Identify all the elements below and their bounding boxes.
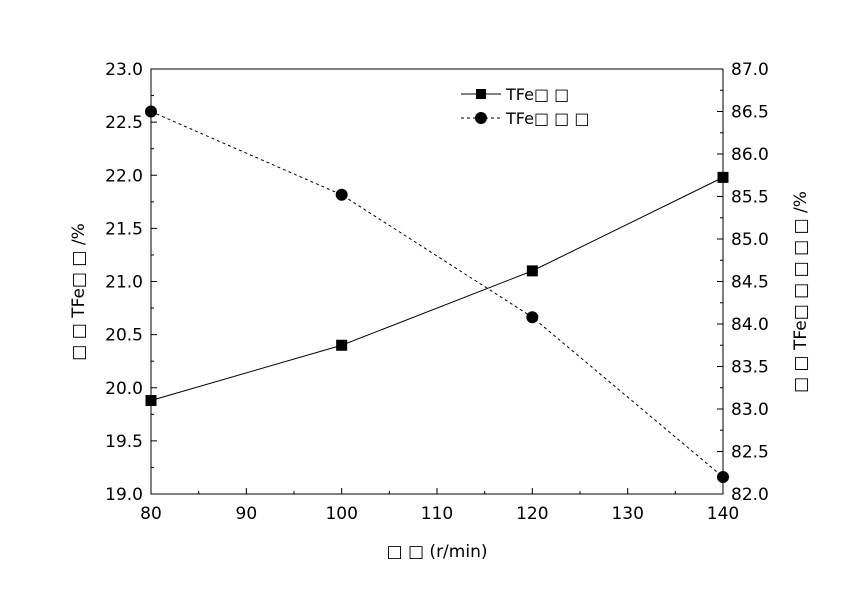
series-line-1 <box>150 176 724 401</box>
left-y-tick-label: 21.5 <box>105 219 143 239</box>
right-y-tick-label: 86.0 <box>731 145 769 165</box>
right-y-tick-label: 83.5 <box>731 358 769 378</box>
right-y-tick-label: 84.5 <box>731 273 769 293</box>
left-y-tick-label: 22.0 <box>105 166 143 186</box>
right-y-tick-label: 85.5 <box>731 188 769 208</box>
right-y-tick-label: 85.0 <box>731 230 769 250</box>
left-y-tick-label: 20.5 <box>105 326 143 346</box>
data-point-circle <box>335 188 348 201</box>
right-axis-title: □ □ TFe□ □ □ □ □ /% <box>791 191 811 393</box>
data-point-square <box>145 395 157 406</box>
ticks-layer: 80 90 100 110 120 130 140 19.0 19.5 20.0 20.5 21.0 2… <box>105 60 769 524</box>
x-tick-label: 110 <box>421 504 453 524</box>
x-axis-title: □ □ (r/min) <box>387 542 488 562</box>
plot-frame <box>150 68 724 495</box>
x-tick-label: 130 <box>611 504 643 524</box>
x-tick-label: 120 <box>516 504 548 524</box>
x-tick-label: 90 <box>236 504 258 524</box>
data-point-square <box>526 265 538 277</box>
x-tick-label: 140 <box>707 504 739 524</box>
right-y-tick-label: 86.5 <box>731 103 769 123</box>
left-y-tick-label: 22.5 <box>105 113 143 133</box>
series-line-2 <box>150 111 724 478</box>
right-y-tick-label: 82.5 <box>731 443 769 463</box>
data-point-square <box>717 171 729 183</box>
legend-label-series-2: TFe□ □ □ <box>505 109 589 128</box>
legend-label-series-1: TFe□ □ <box>505 85 569 104</box>
left-axis-title: □ □ TFe□ □ /% <box>69 223 89 360</box>
legend-marker-circle <box>475 112 487 124</box>
data-point-square <box>336 339 348 351</box>
right-y-tick-label: 87.0 <box>731 60 769 80</box>
left-y-tick-label: 23.0 <box>105 60 143 80</box>
left-y-tick-label: 21.0 <box>105 273 143 293</box>
legend: TFe□ □ TFe□ □ □ <box>461 85 589 128</box>
data-point-circle <box>526 311 539 324</box>
left-y-tick-label: 19.5 <box>105 432 143 452</box>
data-point-circle <box>717 471 729 483</box>
left-y-tick-label: 20.0 <box>105 379 143 399</box>
x-tick-label: 80 <box>140 504 162 524</box>
series-layer <box>145 105 729 483</box>
right-y-tick-label: 82.0 <box>731 485 769 505</box>
data-point-circle <box>145 105 157 118</box>
right-y-tick-label: 83.0 <box>731 400 769 420</box>
legend-marker-square <box>476 89 486 99</box>
left-y-tick-label: 19.0 <box>105 485 143 505</box>
right-y-tick-label: 84.0 <box>731 315 769 335</box>
x-tick-label: 100 <box>325 504 357 524</box>
